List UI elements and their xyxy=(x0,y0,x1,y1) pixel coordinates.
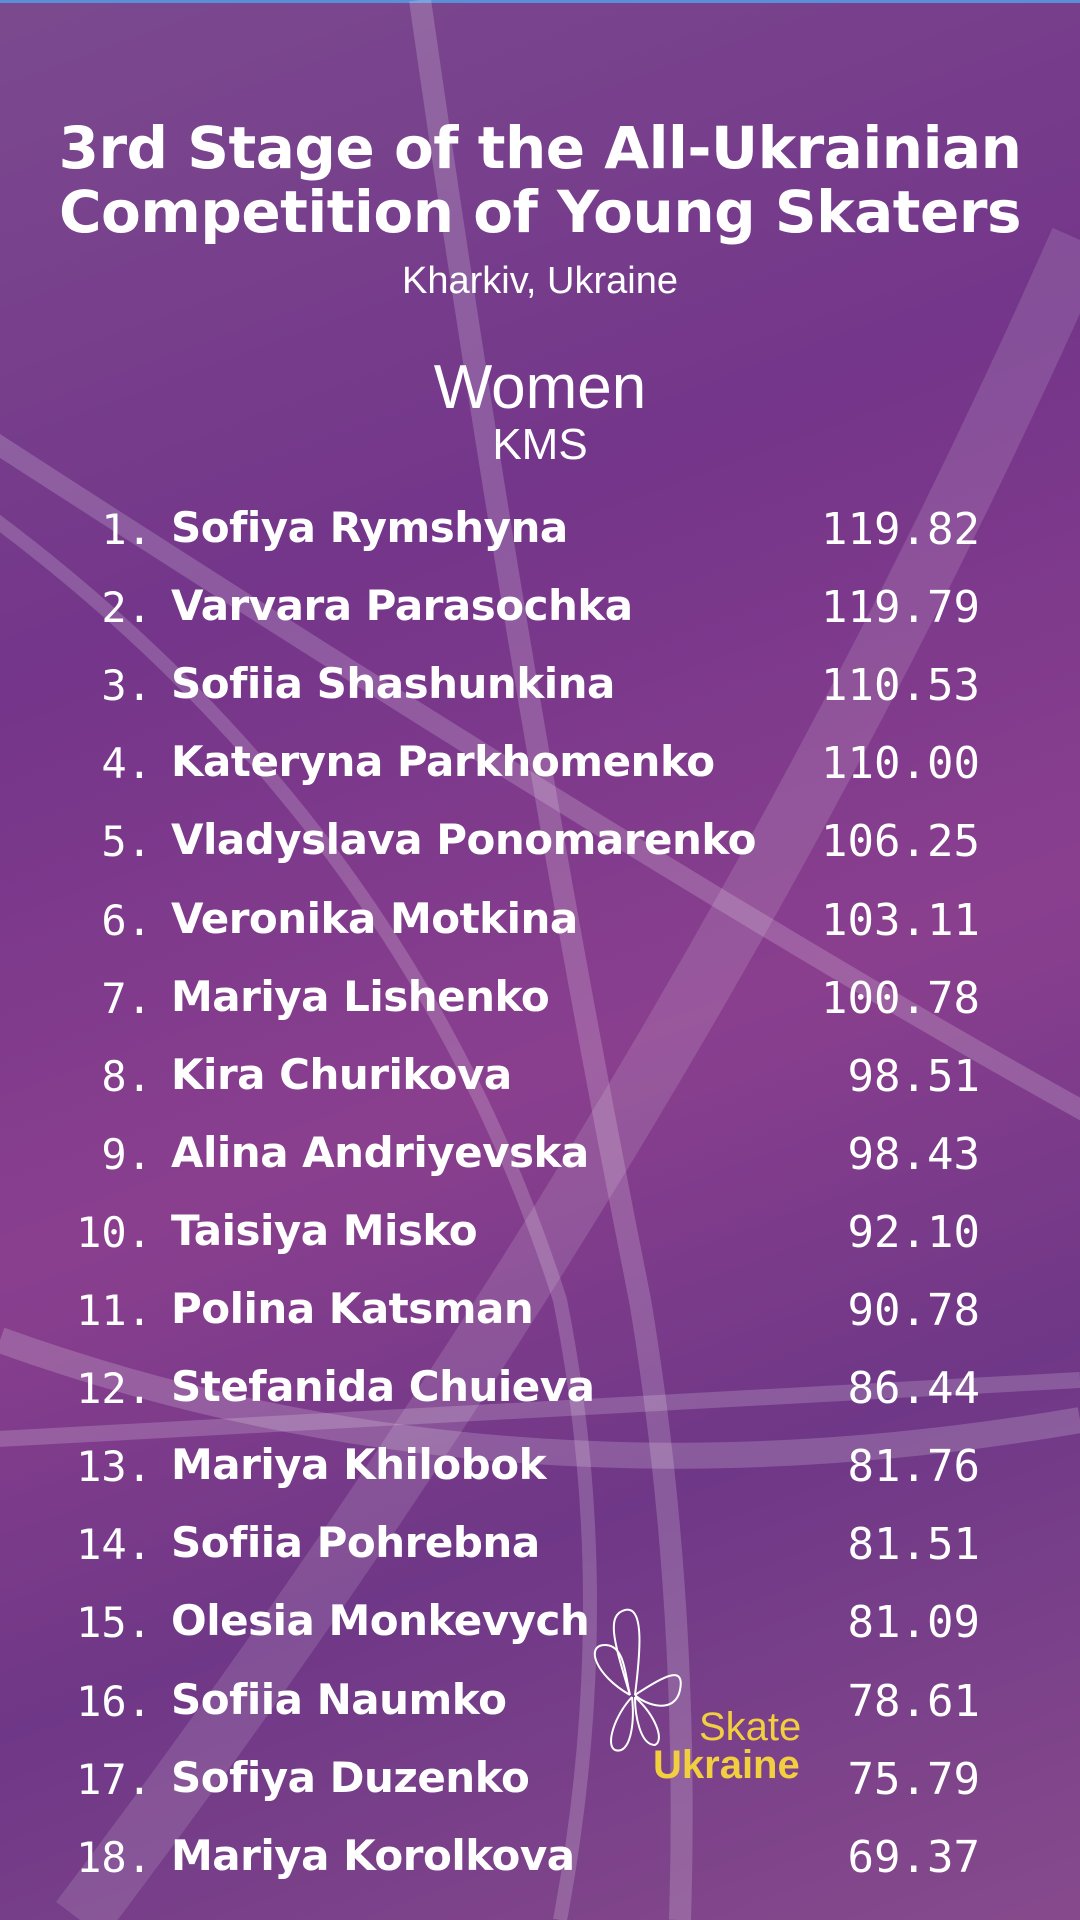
result-row: 9. Alina Andriyevska 98.43 xyxy=(0,1122,1080,1192)
rank: 13. xyxy=(76,1442,152,1492)
score: 103.11 xyxy=(821,894,980,946)
result-row: 13. Mariya Khilobok 81.76 xyxy=(0,1434,1080,1504)
rank: 12. xyxy=(76,1364,152,1414)
score: 81.51 xyxy=(847,1519,980,1571)
rank: 4. xyxy=(101,739,152,789)
rank: 14. xyxy=(76,1520,152,1570)
skater-name: Kira Churikova xyxy=(171,1049,512,1099)
score: 81.76 xyxy=(847,1441,980,1493)
skater-name: Alina Andriyevska xyxy=(171,1127,589,1177)
skater-name: Varvara Parasochka xyxy=(171,581,633,631)
skater-name: Taisiya Misko xyxy=(171,1205,478,1255)
result-row: 7. Mariya Lishenko 100.78 xyxy=(0,966,1080,1036)
result-row: 1. Sofiya Rymshyna 119.82 xyxy=(0,497,1080,567)
logo-text-skate: Skate xyxy=(699,1705,802,1749)
rank: 1. xyxy=(101,505,152,554)
category: Women xyxy=(433,353,647,422)
result-row: 10. Taisiya Misko 92.10 xyxy=(0,1200,1080,1270)
result-row: 17. Sofiya Duzenko 75.79 xyxy=(0,1747,1080,1817)
result-row: 12. Stefanida Chuieva 86.44 xyxy=(0,1356,1080,1426)
event-title: 3rd Stage of the All-Ukrainian Competiti… xyxy=(0,116,1080,244)
result-row: 2. Varvara Parasochka 119.79 xyxy=(0,575,1080,645)
rank: 11. xyxy=(76,1286,152,1335)
rank: 2. xyxy=(101,583,152,633)
rank: 18. xyxy=(76,1832,152,1882)
skater-name: Mariya Korolkova xyxy=(171,1830,575,1880)
score: 100.78 xyxy=(821,972,980,1024)
score: 106.25 xyxy=(821,816,980,868)
score: 69.37 xyxy=(847,1831,980,1883)
rank: 5. xyxy=(101,817,152,867)
rank: 17. xyxy=(76,1754,152,1804)
result-row: 6. Veronika Motkina 103.11 xyxy=(0,888,1080,958)
result-row: 8. Kira Churikova 98.51 xyxy=(0,1044,1080,1114)
skater-name: Olesia Monkevych xyxy=(171,1596,590,1646)
result-row: 11. Polina Katsman 90.78 xyxy=(0,1278,1080,1348)
score: 75.79 xyxy=(847,1753,980,1805)
rank: 10. xyxy=(76,1207,152,1257)
skater-name: Vladyslava Ponomarenko xyxy=(171,815,757,865)
rank: 15. xyxy=(76,1598,152,1648)
result-row: 4. Kateryna Parkhomenko 110.00 xyxy=(0,731,1080,801)
rank: 6. xyxy=(101,895,152,945)
skater-name: Sofiya Duzenko xyxy=(171,1752,530,1802)
flower-icon xyxy=(593,1608,682,1752)
skater-name: Polina Katsman xyxy=(171,1284,534,1333)
skater-name: Kateryna Parkhomenko xyxy=(171,737,715,787)
score: 119.79 xyxy=(821,582,980,634)
rank: 16. xyxy=(76,1676,152,1726)
level: KMS xyxy=(492,420,588,469)
skater-name: Veronika Motkina xyxy=(171,893,578,943)
rank: 8. xyxy=(101,1051,152,1101)
skate-ukraine-logo: Skate Ukraine xyxy=(585,1605,825,1787)
score: 98.43 xyxy=(847,1128,980,1180)
score: 98.51 xyxy=(847,1050,980,1102)
score: 92.10 xyxy=(847,1206,980,1258)
result-row: 3. Sofiia Shashunkina 110.53 xyxy=(0,653,1080,723)
score: 90.78 xyxy=(847,1285,980,1336)
skater-name: Sofiia Pohrebna xyxy=(171,1518,540,1568)
skater-name: Stefanida Chuieva xyxy=(171,1362,595,1412)
location: Kharkiv, Ukraine xyxy=(402,260,678,302)
skater-name: Sofiia Shashunkina xyxy=(171,659,615,709)
result-row: 16. Sofiia Naumko 78.61 xyxy=(0,1669,1080,1739)
score: 78.61 xyxy=(847,1675,980,1727)
rank: 9. xyxy=(101,1129,152,1179)
logo-text-ukraine: Ukraine xyxy=(653,1743,800,1787)
top-border xyxy=(0,0,1080,3)
score: 119.82 xyxy=(821,504,980,555)
rank: 7. xyxy=(101,973,152,1023)
result-row: 14. Sofiia Pohrebna 81.51 xyxy=(0,1512,1080,1582)
score: 110.00 xyxy=(821,738,980,790)
result-row: 5. Vladyslava Ponomarenko 106.25 xyxy=(0,809,1080,879)
rank: 3. xyxy=(101,661,152,711)
title-line-1: 3rd Stage of the All-Ukrainian xyxy=(58,114,1022,182)
result-row: 15. Olesia Monkevych 81.09 xyxy=(0,1590,1080,1660)
score: 81.09 xyxy=(847,1597,980,1649)
skater-name: Mariya Khilobok xyxy=(171,1440,547,1490)
skater-name: Sofiya Rymshyna xyxy=(171,503,568,552)
score: 86.44 xyxy=(847,1363,980,1415)
skater-name: Mariya Lishenko xyxy=(171,971,550,1021)
title-line-2: Competition of Young Skaters xyxy=(58,178,1022,246)
skater-name: Sofiia Naumko xyxy=(171,1674,507,1724)
result-row: 18. Mariya Korolkova 69.37 xyxy=(0,1825,1080,1895)
score: 110.53 xyxy=(821,660,980,712)
